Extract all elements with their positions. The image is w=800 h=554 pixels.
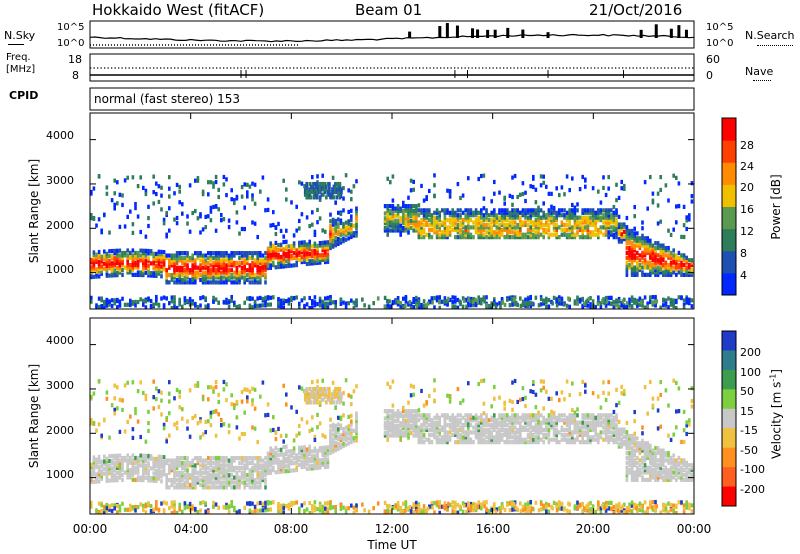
freq-label-2: [MHz]	[6, 64, 36, 75]
freq-ticks	[240, 70, 625, 78]
noise-left-tick-top: 10^5	[57, 22, 85, 33]
date-title: 21/Oct/2016	[589, 1, 683, 19]
noise-search-label: N.Search	[745, 29, 795, 42]
xtick-12: 12:00	[374, 522, 410, 536]
beam-title: Beam 01	[355, 1, 423, 19]
vel-ytick-1000: 1000	[46, 468, 74, 481]
power-cb-tick-20: 20	[740, 181, 754, 194]
xtick-00-end: 00:00	[676, 522, 712, 536]
vel-cb-tick-200: 200	[740, 346, 761, 359]
xtick-20: 20:00	[575, 522, 611, 536]
noise-left-tick-bottom: 10^0	[57, 38, 85, 49]
vel-cb-tick-neg50: -50	[740, 444, 758, 457]
power-cb-tick-28: 28	[740, 139, 754, 152]
noise-sky-line	[89, 33, 695, 43]
xtick-04: 04:00	[173, 522, 209, 536]
power-heatmap-cells	[90, 173, 694, 309]
nave-label: Nave	[745, 65, 774, 78]
vel-cb-tick-neg200: -200	[740, 483, 765, 496]
noise-sky-label: N.Sky	[4, 29, 36, 42]
noise-spikes	[408, 23, 688, 38]
velocity-colorbar	[721, 330, 737, 507]
xtick-16: 16:00	[475, 522, 511, 536]
cpid-panel-frame	[89, 87, 695, 111]
x-axis-label: Time UT	[367, 538, 417, 552]
vel-cb-tick-15: 15	[740, 405, 754, 418]
power-cb-tick-8: 8	[740, 247, 747, 260]
cpid-label: CPID	[9, 89, 39, 102]
velocity-ylabel: Slant Range [km]	[27, 363, 41, 469]
noise-search-legend-dots	[757, 45, 793, 46]
power-ytick-3000: 3000	[46, 174, 74, 187]
power-ytick-1000: 1000	[46, 263, 74, 276]
vel-cb-tick-neg100: -100	[740, 463, 765, 476]
power-ytick-4000: 4000	[46, 129, 74, 142]
nave-legend-dots	[753, 80, 771, 81]
vel-cb-tick-50: 50	[740, 385, 754, 398]
velocity-cb-label: Velocity [m s-1]	[768, 369, 784, 459]
xtick-00-start: 00:00	[72, 522, 108, 536]
vel-cb-tick-100: 100	[740, 366, 761, 379]
vel-ytick-4000: 4000	[46, 334, 74, 347]
power-cb-tick-24: 24	[740, 160, 754, 173]
power-ylabel: Slant Range [km]	[27, 158, 41, 264]
freq-label-1: Freq.	[6, 52, 31, 63]
nave-tick-top: 60	[706, 53, 720, 66]
power-cb-tick-16: 16	[740, 203, 754, 216]
freq-tick-top: 18	[68, 53, 82, 66]
noise-sky-legend-line	[8, 44, 24, 46]
noise-panel-frame	[89, 20, 695, 49]
axis-ticks	[89, 113, 695, 514]
power-cb-tick-12: 12	[740, 225, 754, 238]
noise-right-tick-top: 10^5	[706, 22, 734, 33]
power-cb-label: Power [dB]	[769, 174, 783, 240]
velocity-heatmap-cells	[90, 378, 694, 514]
vel-ytick-3000: 3000	[46, 379, 74, 392]
nave-tick-bottom: 0	[706, 69, 713, 82]
power-cb-tick-4: 4	[740, 269, 747, 282]
freq-tick-bottom: 8	[72, 69, 79, 82]
vel-ytick-2000: 2000	[46, 424, 74, 437]
xtick-08: 08:00	[273, 522, 309, 536]
power-ytick-2000: 2000	[46, 219, 74, 232]
noise-right-tick-bottom: 10^0	[706, 38, 734, 49]
power-colorbar	[721, 117, 737, 296]
vel-cb-tick-neg15: -15	[740, 424, 758, 437]
cpid-text: normal (fast stereo) 153	[94, 92, 241, 106]
station-title: Hokkaido West (fitACF)	[92, 1, 265, 19]
